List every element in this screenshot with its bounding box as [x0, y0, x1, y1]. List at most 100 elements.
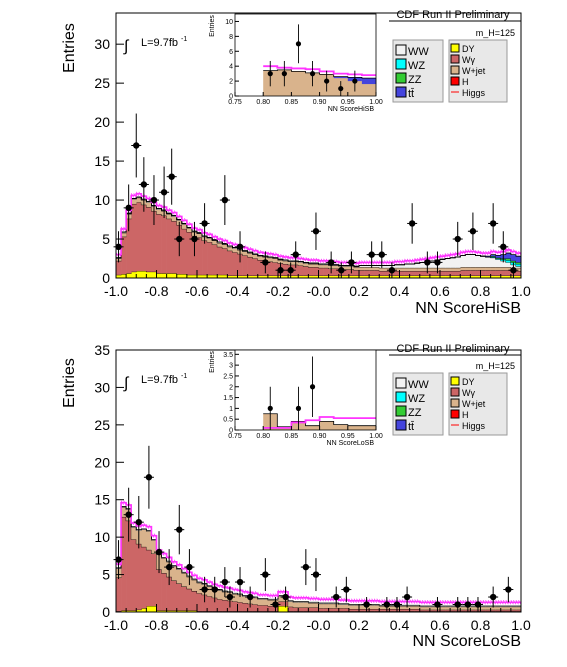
bar	[364, 275, 370, 278]
bar	[176, 583, 183, 611]
bar	[227, 275, 233, 278]
x-tick-label: 1.0	[511, 283, 531, 299]
bar	[359, 605, 365, 610]
data-point	[201, 220, 208, 227]
data-point	[489, 220, 497, 227]
inset-y-tick-label: 1.5	[223, 395, 233, 402]
legend-label: Wγ	[462, 388, 475, 398]
x-tick-label: 0.2	[349, 617, 369, 633]
bar	[500, 260, 507, 268]
y-tick-label: 30	[94, 36, 110, 52]
bar	[359, 270, 365, 276]
chart-panel-top: -1.0 -0.8 -0.6 -0.4 -0.2 -0.0 0.2 0.4 0.6 0.8 1.00…	[61, 9, 531, 317]
legend-label: W+jet	[462, 66, 486, 76]
bar	[121, 236, 127, 275]
bar	[465, 267, 471, 271]
x-tick-label: -0.0	[306, 283, 330, 299]
inset-x-tick-label: 0.95	[341, 99, 355, 106]
data-point	[489, 593, 497, 601]
bar	[348, 275, 355, 278]
bar	[389, 609, 395, 612]
bar	[156, 610, 162, 612]
chart-title: CDF Run II Preliminary	[396, 343, 510, 355]
higgs-line	[116, 193, 521, 264]
x-tick-label: 0.6	[430, 283, 450, 299]
bar	[379, 267, 385, 271]
data-point	[211, 586, 218, 593]
bar	[293, 275, 299, 278]
data-point	[454, 235, 461, 243]
bar	[495, 270, 502, 276]
bar	[202, 594, 208, 612]
bar	[414, 267, 421, 271]
data-point	[176, 526, 183, 533]
bar	[434, 270, 441, 276]
bar	[510, 254, 517, 261]
legend-label: WZ	[408, 393, 425, 405]
bar	[505, 606, 512, 610]
bar	[298, 265, 304, 276]
bar	[222, 274, 228, 278]
bar	[318, 267, 324, 276]
bar	[222, 600, 228, 612]
bar	[151, 606, 157, 612]
bar	[409, 270, 415, 276]
inset-frame	[234, 349, 377, 431]
bar	[399, 609, 405, 612]
data-point	[125, 511, 132, 518]
bar	[116, 577, 122, 612]
bar	[455, 275, 461, 278]
bar	[399, 264, 405, 268]
bar	[440, 270, 446, 276]
bar	[217, 246, 223, 275]
bar	[191, 274, 198, 278]
bar	[450, 275, 456, 278]
x-tick-label: 0.6	[430, 617, 450, 633]
bar	[146, 271, 152, 278]
bar	[419, 262, 426, 268]
bar	[440, 267, 446, 271]
bar	[298, 602, 304, 608]
data-point	[510, 267, 517, 274]
data-point	[133, 142, 140, 149]
bar	[414, 606, 421, 610]
y-tick-label: 30	[94, 379, 110, 395]
data-point	[155, 548, 163, 556]
bar	[318, 264, 324, 268]
bar	[465, 270, 471, 276]
data-point	[505, 586, 512, 593]
bar	[500, 606, 507, 610]
data-point	[363, 601, 370, 608]
inset-data-point	[267, 405, 273, 411]
bar	[394, 275, 400, 278]
bar	[197, 582, 203, 594]
bar	[237, 602, 243, 612]
y-axis-label: Entries	[61, 358, 78, 408]
bar	[515, 609, 522, 612]
inset-plot: 0.75 0.80 0.85 0.90 0.95 1.00 0 2 4 6 8 10 NN ScoreH…	[209, 13, 383, 113]
bar	[212, 597, 218, 612]
data-point	[201, 586, 208, 593]
x-axis-label: NN ScoreHiSB	[415, 300, 521, 317]
bar	[136, 543, 142, 610]
bar	[419, 270, 426, 276]
bar	[343, 269, 350, 276]
bar	[364, 267, 370, 271]
bar	[485, 270, 491, 276]
bar	[429, 267, 436, 271]
bar	[121, 610, 127, 612]
bar	[212, 244, 218, 275]
bar	[267, 275, 274, 278]
bar	[394, 267, 400, 271]
bar	[353, 267, 360, 271]
bar	[338, 608, 345, 612]
bar	[288, 606, 294, 612]
bar	[308, 603, 314, 608]
x-tick-label: -1.0	[104, 617, 128, 633]
bar	[131, 610, 137, 612]
bar	[237, 275, 243, 278]
bar	[505, 270, 512, 276]
inset-bar	[333, 424, 349, 430]
series-outline	[116, 506, 521, 607]
